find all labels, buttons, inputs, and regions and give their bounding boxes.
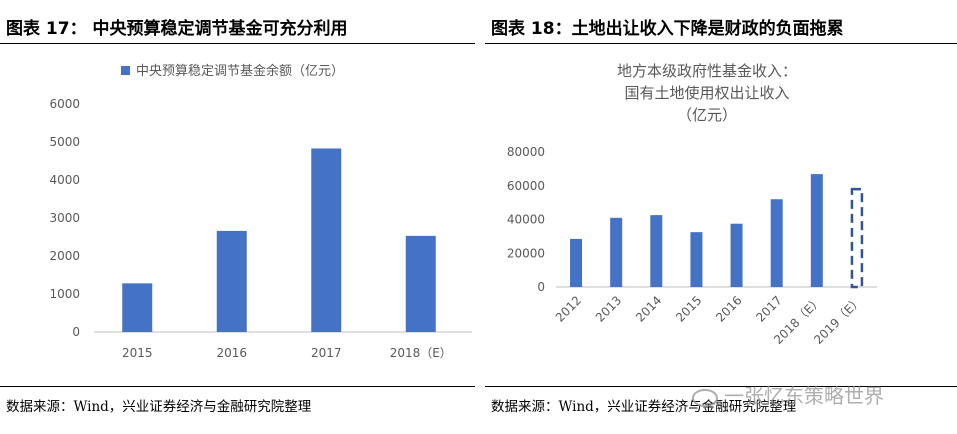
x-tick-label: 2016 xyxy=(713,293,744,324)
left-source-rule xyxy=(0,386,475,387)
chart-title-line: 国有土地使用权出让收入 xyxy=(624,84,789,102)
bar xyxy=(811,174,823,287)
right-bar-chart: 地方本级政府性基金收入： 国有土地使用权出让收入 （亿元） 0 20000 40000 60… xyxy=(485,44,957,384)
y-tick-label: 3000 xyxy=(49,211,80,225)
y-tick-label: 2000 xyxy=(49,249,80,263)
x-tick-label: 2012 xyxy=(553,293,584,324)
right-figure-panel: 图表 18：土地出让收入下降是财政的负面拖累 地方本级政府性基金收入： 国有土地使… xyxy=(485,0,957,434)
y-tick-label: 1000 xyxy=(49,287,80,301)
bar xyxy=(771,199,783,287)
bar xyxy=(122,283,152,332)
bar xyxy=(406,236,436,332)
bar-estimated xyxy=(852,189,862,287)
x-tick-label: 2015 xyxy=(122,346,153,360)
right-figure-title: 图表 18：土地出让收入下降是财政的负面拖累 xyxy=(491,14,844,39)
y-tick-label: 5000 xyxy=(49,135,80,149)
x-tick-label: 2017 xyxy=(311,346,342,360)
bar xyxy=(650,215,662,287)
left-bar-chart: 中央预算稳定调节基金余额（亿元） 0 1000 2000 3000 4000 5000 600… xyxy=(0,44,475,384)
left-source-note: 数据来源：Wind，兴业证券经济与金融研究院整理 xyxy=(6,395,311,415)
left-figure-title: 图表 17： 中央预算稳定调节基金可充分利用 xyxy=(6,14,348,39)
y-tick-label: 20000 xyxy=(507,246,545,260)
legend-swatch xyxy=(121,66,130,75)
left-figure-panel: 图表 17： 中央预算稳定调节基金可充分利用 中央预算稳定调节基金余额（亿元） 0… xyxy=(0,0,475,434)
y-tick-label: 0 xyxy=(72,325,80,339)
wechat-icon xyxy=(692,389,718,407)
bar xyxy=(731,224,743,287)
y-tick-label: 40000 xyxy=(507,213,545,227)
y-tick-label: 0 xyxy=(537,280,545,294)
y-tick-label: 60000 xyxy=(507,179,545,193)
bar xyxy=(217,231,247,332)
bar xyxy=(311,148,341,332)
bar xyxy=(690,232,702,287)
x-tick-label: 2018（E） xyxy=(390,346,452,360)
x-tick-label: 2017 xyxy=(753,293,784,324)
y-tick-label: 6000 xyxy=(49,97,80,111)
legend-label: 中央预算稳定调节基金余额（亿元） xyxy=(136,63,344,79)
x-tick-label: 2014 xyxy=(633,293,664,324)
chart-title-line: （亿元） xyxy=(677,106,737,124)
watermark-text: 一张忆东策略世界 xyxy=(724,384,884,408)
bar xyxy=(570,239,582,287)
x-tick-label: 2016 xyxy=(216,346,247,360)
x-tick-label: 2015 xyxy=(673,293,704,324)
chart-title-line: 地方本级政府性基金收入： xyxy=(617,62,797,80)
watermark: 一张忆东策略世界 xyxy=(692,380,884,409)
y-tick-label: 80000 xyxy=(507,145,545,159)
y-tick-label: 4000 xyxy=(49,173,80,187)
x-tick-label: 2013 xyxy=(593,293,624,324)
bar xyxy=(610,218,622,287)
